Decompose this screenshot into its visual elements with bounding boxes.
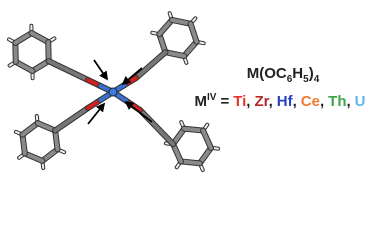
- formula-part: M(OC: [247, 65, 287, 82]
- figure: M(OC6H5)4 MIV = Ti, Zr, Hf, Ce, Th, U: [6, 11, 366, 172]
- bond: [182, 39, 199, 59]
- bond: [163, 50, 187, 59]
- bond: [171, 142, 183, 164]
- bond: [157, 32, 168, 55]
- element: Ti: [233, 93, 246, 110]
- bond: [30, 59, 51, 73]
- bond: [182, 126, 206, 133]
- element: Hf: [277, 93, 294, 110]
- bond: [29, 31, 51, 45]
- separator: ,: [293, 93, 297, 110]
- arrow: [124, 100, 153, 123]
- bond: [197, 145, 213, 166]
- element: U: [355, 93, 366, 110]
- element: Ce: [301, 93, 320, 110]
- bond: [53, 106, 90, 133]
- bond: [138, 108, 176, 147]
- bond: [169, 17, 193, 26]
- formula-part: ): [309, 65, 314, 82]
- arrow: [121, 67, 143, 86]
- formula: M(OC6H5)4: [247, 65, 320, 85]
- bond: [46, 59, 90, 82]
- separator: ,: [320, 93, 324, 110]
- molecule: [6, 11, 221, 172]
- bond: [171, 126, 187, 147]
- subscript: 4: [314, 74, 320, 85]
- bond: [157, 17, 174, 37]
- subscript: 5: [303, 74, 309, 85]
- metal-symbol: M: [194, 93, 207, 110]
- element: Th: [328, 93, 346, 110]
- bond: [53, 128, 60, 152]
- separator: ,: [346, 93, 350, 110]
- element: Zr: [254, 93, 269, 110]
- separator: ,: [269, 93, 273, 110]
- bond: [35, 121, 58, 133]
- bond: [22, 151, 45, 163]
- oxidation-state: IV: [207, 92, 217, 103]
- bond: [188, 21, 199, 44]
- subscript: 6: [287, 74, 293, 85]
- arrow: [87, 102, 106, 125]
- bond: [13, 59, 35, 73]
- metal-atom: [108, 87, 118, 97]
- equals: =: [220, 93, 229, 110]
- bond: [20, 132, 27, 156]
- formula-part: H: [292, 65, 303, 82]
- separator: ,: [246, 93, 250, 110]
- bond: [13, 31, 34, 45]
- bond: [40, 147, 60, 163]
- arrow: [93, 59, 109, 81]
- metal-list: MIV = Ti, Zr, Hf, Ce, Th, U: [194, 92, 365, 110]
- bond: [201, 128, 213, 150]
- bond: [134, 50, 168, 80]
- bond: [178, 159, 202, 166]
- bond: [20, 121, 40, 137]
